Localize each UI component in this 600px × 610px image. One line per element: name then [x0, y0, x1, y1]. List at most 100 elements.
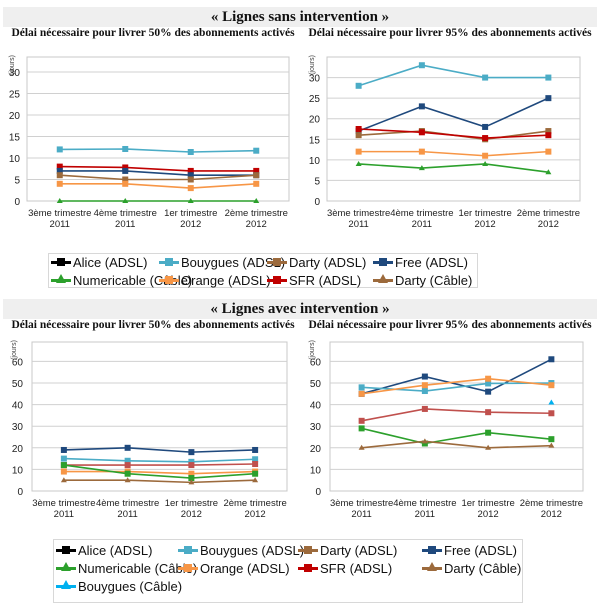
legend-label: Darty (Câble) [395, 272, 473, 288]
y-tick-label: 10 [12, 465, 24, 476]
data-point [187, 176, 194, 183]
data-point [482, 152, 489, 159]
data-point [252, 461, 259, 468]
data-point [124, 470, 131, 477]
data-point [56, 172, 63, 179]
data-point [418, 103, 425, 110]
legend-item: Numericable (Câble) [56, 559, 197, 577]
data-point [358, 390, 365, 397]
series-line-sfr-adsl- [59, 165, 257, 172]
legend-item: Alice (ADSL) [56, 541, 152, 559]
series-line-bouygues-adsl- [59, 148, 257, 153]
x-tick-label: 4ème trimestre [393, 498, 456, 509]
x-tick-label: 2011 [54, 509, 74, 520]
data-point [252, 470, 259, 477]
x-tick-label: 2012 [538, 219, 559, 230]
legend-label: Alice (ADSL) [78, 542, 153, 558]
y-tick-label: 20 [12, 444, 24, 455]
data-point [60, 477, 67, 483]
data-point [56, 180, 63, 187]
data-point [355, 82, 362, 89]
x-tick-label: 1er trimestre [458, 208, 511, 219]
data-point [482, 160, 489, 166]
x-tick-label: 4ème trimestre [390, 208, 453, 219]
y-axis-label: (jours) [309, 55, 316, 75]
legend-item: Orange (ADSL) [178, 559, 290, 577]
legend-item: Darty (ADSL) [267, 253, 366, 271]
square-marker-icon [422, 543, 442, 557]
data-point [56, 167, 63, 174]
data-point [358, 384, 365, 391]
y-tick-label: 20 [309, 115, 321, 126]
x-tick-label: 3ème trimestre [28, 208, 91, 219]
data-point [122, 198, 129, 203]
y-tick-label: 5 [14, 176, 20, 187]
data-point [421, 373, 428, 380]
x-tick-label: 3ème trimestre [330, 498, 393, 509]
data-point [188, 449, 195, 456]
data-point [252, 456, 259, 463]
y-tick-label: 15 [9, 133, 21, 144]
data-point [60, 455, 67, 462]
data-point [187, 185, 194, 192]
y-tick-label: 20 [9, 111, 21, 122]
data-point [545, 148, 552, 155]
data-point [485, 380, 492, 387]
square-marker-icon [267, 255, 287, 269]
y-tick-label: 30 [9, 68, 21, 79]
series-line-orange-adsl- [63, 470, 256, 475]
data-point [355, 148, 362, 155]
legend-item: Darty (ADSL) [298, 541, 397, 559]
y-tick-label: 25 [9, 90, 21, 101]
square-marker-icon [51, 255, 71, 269]
x-tick-label: 2011 [412, 219, 432, 230]
data-point [124, 462, 131, 469]
data-point [421, 438, 428, 444]
x-tick-label: 4ème trimestre [96, 498, 159, 509]
data-point [188, 458, 195, 465]
legend-label: Numericable (Câble) [73, 272, 193, 288]
y-tick-label: 40 [310, 401, 322, 412]
data-point [355, 132, 362, 139]
x-tick-label: 1er trimestre [164, 208, 217, 219]
square-marker-icon [56, 543, 76, 557]
x-tick-label: 2012 [181, 509, 202, 520]
legend-label: Free (ADSL) [444, 542, 517, 558]
square-marker-icon [178, 543, 198, 557]
legend-label: SFR (ADSL) [289, 272, 362, 288]
series-line-darty-adsl- [59, 174, 257, 181]
data-point [548, 399, 555, 405]
y-tick-label: 10 [9, 154, 21, 165]
legend-item: Bouygues (Câble) [56, 577, 182, 595]
legend-label: Darty (ADSL) [320, 542, 398, 558]
data-point [548, 382, 555, 389]
legend-label: Numericable (Câble) [78, 560, 198, 576]
y-tick-label: 30 [12, 422, 24, 433]
square-marker-icon [298, 561, 318, 575]
data-point [418, 165, 425, 171]
series-line-free-adsl- [358, 97, 549, 132]
series-line-sfr-adsl- [358, 128, 549, 139]
y-tick-label: 60 [310, 357, 322, 368]
data-point [122, 145, 129, 152]
data-point [122, 176, 129, 183]
data-point [418, 148, 425, 155]
square-marker-icon [267, 273, 287, 287]
data-point [56, 146, 63, 153]
y-tick-label: 10 [309, 156, 321, 167]
data-point [485, 409, 492, 416]
y-tick-label: 0 [315, 487, 321, 498]
data-point [187, 167, 194, 174]
data-point [418, 129, 425, 136]
legend-bottom: Alice (ADSL) Bouygues (ADSL) Darty (ADSL) F… [53, 539, 523, 603]
square-marker-icon [298, 543, 318, 557]
x-tick-label: 2012 [541, 509, 562, 520]
data-point [548, 356, 555, 363]
legend-item: SFR (ADSL) [267, 271, 361, 289]
chart-title-sans-95: Délai nécessaire pour livrer 95% des abo… [308, 27, 592, 39]
x-tick-label: 2011 [115, 219, 135, 230]
data-point [56, 198, 63, 203]
triangle-marker-icon [422, 561, 442, 575]
y-tick-label: 20 [310, 444, 322, 455]
x-tick-label: 2011 [50, 219, 70, 230]
